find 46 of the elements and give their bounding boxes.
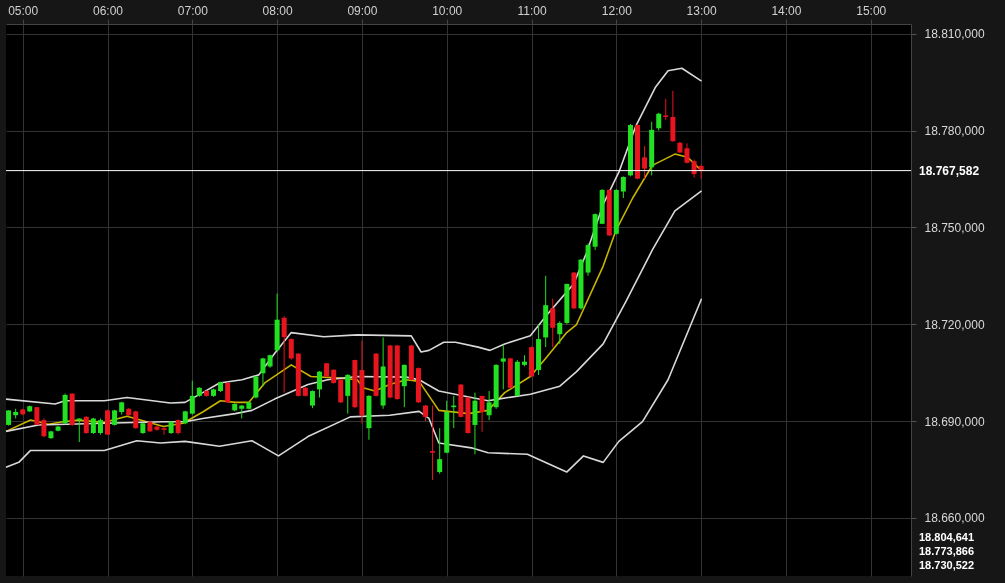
candlestick [430,405,436,481]
x-tick-label: 06:00 [92,3,124,18]
candlestick [642,145,648,180]
line-series [5,67,703,405]
y-tick-label: 18.810,000 [924,27,985,42]
x-tick-label: 09:00 [347,3,378,18]
y-tick-label: 18.720,000 [924,317,985,332]
candlestick [620,175,626,199]
y-tick-label: 18.660,000 [924,511,985,526]
candlestick [253,375,259,399]
candlestick [225,381,231,404]
text: 18.804,641 [919,531,975,543]
line-series [5,297,703,473]
text: 18.773,866 [919,545,975,557]
x-tick-label: 10:00 [432,3,463,18]
candlestick [189,380,195,416]
x-tick-label: 05:00 [8,3,39,18]
x-tick-label: 13:00 [686,3,717,18]
candlestick [338,378,344,404]
candlestick [281,315,287,394]
candlestick [317,370,323,398]
candlestick [161,427,167,436]
x-tick-label: 14:00 [771,3,802,18]
candlestick [41,417,47,438]
candlestick [500,345,506,390]
candlestick [401,364,407,408]
candlestick [486,390,492,421]
y-tick-label: 18.750,000 [924,220,985,235]
candlestick [557,320,563,345]
candlestick [550,298,556,348]
candlestick [437,427,443,475]
candlestick [479,395,485,433]
y-tick-label: 18.780,000 [924,124,985,139]
x-tick-label: 08:00 [262,3,293,18]
candlestick [663,98,669,121]
text: 18.730,522 [919,559,975,571]
ref-line-label: 18.767,582 [919,163,980,178]
x-tick-label: 15:00 [856,3,887,18]
candlestick [76,417,82,443]
candlestick [288,337,294,361]
candlestick [260,357,266,387]
y-tick-label: 18.690,000 [924,414,985,429]
x-tick-label: 07:00 [177,3,209,18]
candlestick [345,373,351,415]
x-tick-label: 11:00 [517,3,547,18]
x-tick-label: 12:00 [601,3,633,18]
